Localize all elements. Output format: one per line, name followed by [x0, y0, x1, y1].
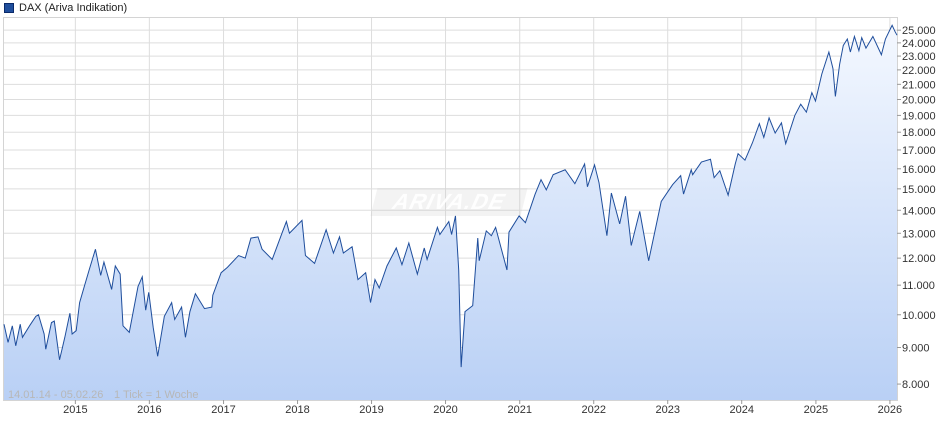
x-tick-label: 2017 — [211, 404, 235, 416]
legend-swatch — [4, 3, 14, 13]
footer-tick-info: 1 Tick = 1 Woche — [114, 389, 198, 401]
y-tick-label: 17.000 — [902, 145, 936, 157]
y-tick-label: 19.000 — [902, 110, 936, 122]
x-tick-label: 2026 — [878, 404, 902, 416]
y-tick-label: 23.000 — [902, 51, 936, 63]
x-tick-label: 2019 — [359, 404, 383, 416]
x-tick-label: 2024 — [729, 404, 753, 416]
y-axis: 8.000 9.000 10.000 11.000 12.000 13.000 14.000… — [897, 25, 936, 391]
y-tick-label: 11.000 — [902, 280, 935, 292]
series-area — [4, 25, 897, 400]
x-tick-label: 2025 — [804, 404, 828, 416]
legend-label: DAX (Ariva Indikation) — [19, 2, 128, 14]
y-tick-label: 10.000 — [902, 310, 936, 322]
x-tick-label: 2016 — [137, 404, 161, 416]
y-tick-label: 12.000 — [902, 253, 936, 265]
x-tick-label: 2023 — [655, 404, 679, 416]
x-axis: 2015 2016 2017 2018 2019 2020 2021 2022 2023 2024… — [63, 400, 902, 416]
y-tick-label: 15.000 — [902, 184, 936, 196]
y-tick-label: 14.000 — [902, 205, 936, 217]
series-line — [3, 24, 898, 368]
y-tick-label: 13.000 — [902, 228, 936, 240]
y-tick-label: 21.000 — [902, 79, 936, 91]
x-tick-label: 2022 — [581, 404, 605, 416]
x-tick-label: 2020 — [433, 404, 457, 416]
watermark-logo: ARIVA.DE — [370, 188, 528, 216]
y-tick-label: 8.000 — [902, 379, 930, 391]
x-tick-label: 2021 — [507, 404, 531, 416]
y-tick-label: 20.000 — [902, 94, 936, 106]
y-tick-label: 18.000 — [902, 127, 936, 139]
legend: DAX (Ariva Indikation) — [4, 1, 127, 15]
footer-range: 14.01.14 - 05.02.26 — [8, 389, 103, 401]
x-tick-label: 2015 — [63, 404, 87, 416]
y-tick-label: 22.000 — [902, 65, 936, 77]
y-tick-label: 25.000 — [902, 25, 936, 37]
x-tick-label: 2018 — [285, 404, 309, 416]
y-tick-label: 24.000 — [902, 38, 936, 50]
y-tick-label: 16.000 — [902, 164, 936, 176]
y-tick-label: 9.000 — [902, 342, 930, 354]
